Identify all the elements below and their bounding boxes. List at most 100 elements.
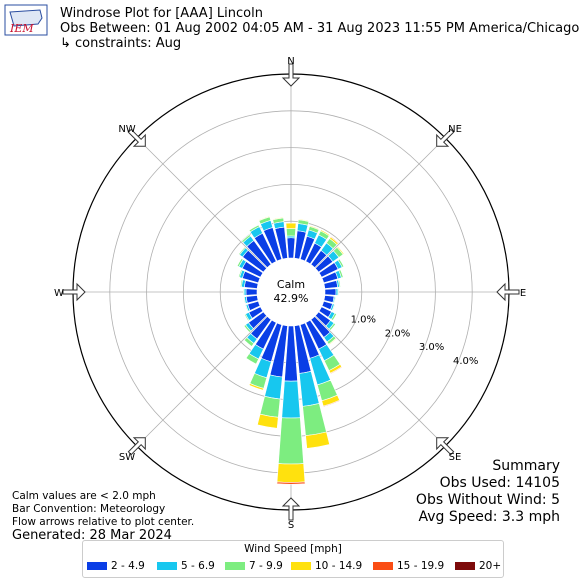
legend-label: 2 - 4.9	[111, 560, 145, 572]
compass-label: NE	[448, 124, 462, 135]
compass-label: W	[54, 288, 64, 299]
legend-swatch	[157, 562, 177, 570]
wind-bar-segment	[243, 288, 245, 296]
wind-bar-segment	[298, 218, 310, 222]
grid-spoke	[314, 137, 446, 269]
wind-bar-segment	[330, 312, 337, 321]
legend-label: 5 - 6.9	[181, 560, 215, 572]
wind-bar-segment	[337, 258, 345, 268]
wind-bar-segment	[286, 228, 296, 237]
legend-label: 10 - 14.9	[315, 560, 363, 572]
compass-label: SW	[119, 452, 135, 463]
summary-obs-used: Obs Used: 14105	[439, 475, 560, 491]
legend-label: 15 - 19.9	[397, 560, 445, 572]
wind-bar-segment	[286, 237, 296, 259]
wind-bar-segment	[328, 322, 337, 331]
wind-bar-segment	[330, 235, 340, 244]
legend-item: 20+	[455, 560, 501, 574]
ring-label: 1.0%	[351, 315, 376, 326]
speed-legend: Wind Speed [mph] 2 - 4.9 5 - 6.9 7 - 9.9 10…	[82, 540, 504, 578]
wind-bar-segment	[333, 296, 337, 304]
wind-bar-segment	[276, 463, 306, 483]
flow-arrow	[436, 437, 455, 456]
wind-bar-segment	[309, 225, 320, 231]
legend-item: 7 - 9.9	[225, 560, 283, 574]
constraints: ↳ constraints: Aug	[60, 36, 182, 51]
legend-swatch	[87, 562, 107, 570]
grid-spoke	[136, 137, 268, 269]
wind-bar-segment	[248, 224, 260, 233]
wind-bar-segment	[328, 337, 337, 346]
legend-swatch	[291, 562, 311, 570]
wind-bar-segment	[248, 383, 265, 391]
wind-bar-segment	[243, 337, 255, 347]
calm-definition: Calm values are < 2.0 mph	[12, 490, 156, 502]
axis-labels: N NE E SE S SW W NW 1.0% 2.0% 3.0% 4.0%	[54, 56, 526, 531]
legend-swatch	[373, 562, 393, 570]
wind-bar-segment	[337, 279, 341, 288]
wind-bar-segment	[236, 257, 244, 268]
legend-item: 5 - 6.9	[157, 560, 215, 574]
compass-label: N	[287, 56, 294, 67]
wind-bar-segment	[245, 353, 259, 365]
wind-bar-segment	[278, 417, 304, 465]
wind-bar-segment	[258, 215, 271, 222]
ring-label: 2.0%	[385, 328, 410, 339]
calm-label: Calm	[277, 278, 305, 291]
wind-bar-segment	[337, 288, 339, 296]
legend-swatch	[225, 562, 245, 570]
wind-bar-segment	[331, 303, 336, 312]
grid-spoke	[314, 315, 446, 447]
grid-spoke	[136, 315, 268, 447]
summary-avg-speed: Avg Speed: 3.3 mph	[418, 509, 560, 525]
wind-bar-segment	[244, 304, 249, 312]
wind-bar-segment	[259, 395, 281, 418]
logo-text: IEM	[9, 22, 34, 35]
compass-label: NW	[118, 124, 135, 135]
wind-bar-segment	[329, 366, 343, 375]
legend-label: 7 - 9.9	[249, 560, 283, 572]
arrow-note: Flow arrows relative to plot center.	[12, 516, 195, 528]
wind-bar-segment	[272, 216, 284, 221]
wind-bar-segment	[240, 279, 244, 288]
wind-bar-segment	[305, 431, 330, 449]
chart-title: Windrose Plot for [AAA] Lincoln	[60, 6, 263, 21]
calm-circle	[257, 258, 325, 326]
wind-bar-segment	[244, 313, 250, 322]
generated-date: Generated: 28 Mar 2024	[12, 528, 172, 543]
flow-arrow	[436, 128, 455, 147]
wind-bar-segment	[241, 234, 252, 243]
bar-convention: Bar Convention: Meteorology	[12, 503, 166, 515]
direction-arrows	[62, 63, 520, 521]
wind-bar-segment	[338, 269, 344, 279]
iem-logo: IEM	[4, 4, 48, 36]
wind-bar-segment	[257, 413, 279, 429]
wind-bar-segment	[243, 324, 252, 333]
obs-between: Obs Between: 01 Aug 2002 04:05 AM - 31 A…	[60, 21, 580, 36]
wind-bar-segment	[324, 288, 337, 296]
wind-bar-segment	[243, 296, 246, 305]
flow-arrow	[127, 128, 146, 147]
flow-arrow	[127, 437, 146, 456]
wind-bar-segment	[264, 374, 283, 400]
wind-bar-segment	[276, 481, 306, 485]
legend-title: Wind Speed [mph]	[244, 543, 342, 555]
wind-bars	[236, 215, 345, 485]
wind-bar-segment	[281, 380, 301, 419]
legend-item: 10 - 14.9	[291, 560, 362, 574]
legend-label: 20+	[479, 560, 502, 572]
wind-bar-segment	[322, 399, 341, 408]
flow-arrow	[281, 63, 301, 87]
compass-label: S	[288, 520, 294, 531]
wind-bar-segment	[336, 246, 345, 255]
wind-bar-segment	[245, 288, 258, 296]
ring-label: 4.0%	[453, 356, 478, 367]
legend-swatch	[455, 562, 475, 570]
legend-item: 2 - 4.9	[87, 560, 145, 574]
wind-bar-segment	[302, 403, 327, 436]
flow-arrow	[62, 282, 86, 302]
compass-label: E	[520, 288, 526, 299]
summary-title: Summary	[492, 458, 560, 474]
